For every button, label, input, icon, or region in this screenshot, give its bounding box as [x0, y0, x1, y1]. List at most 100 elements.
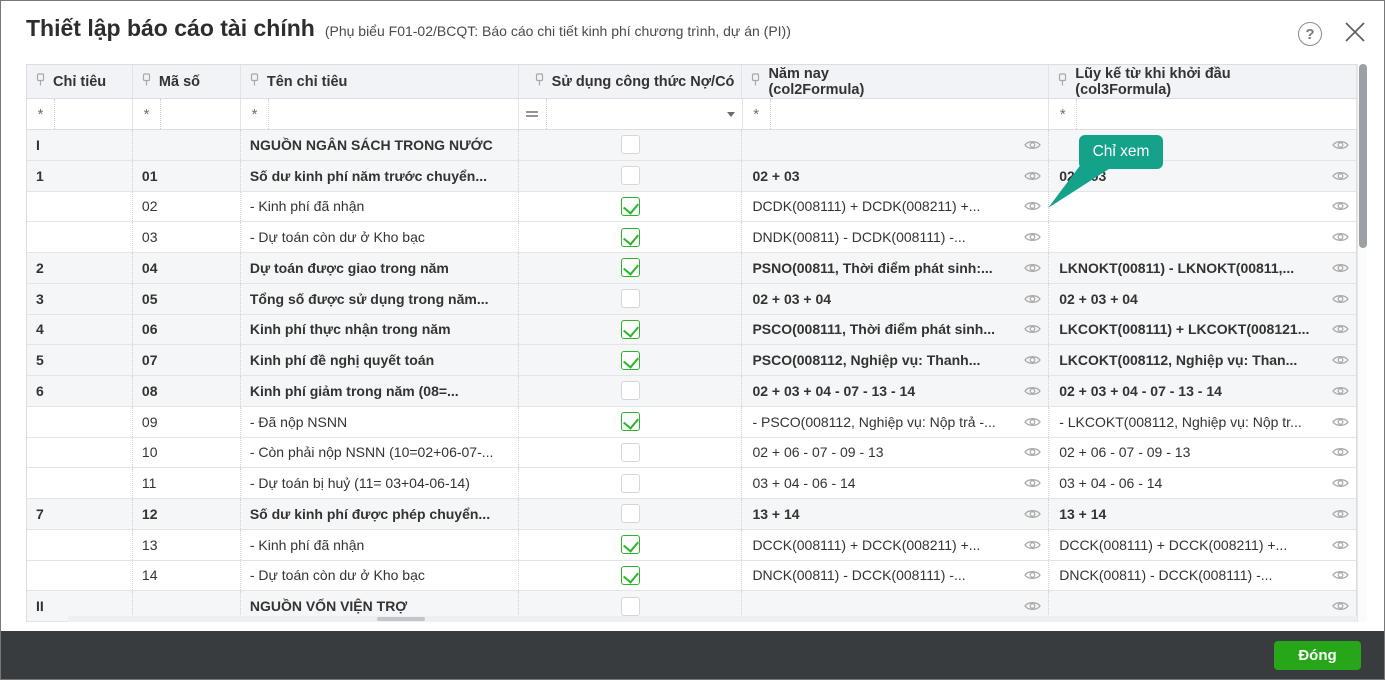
- cell-ten-chi-tieu: Dự toán được giao trong năm: [241, 253, 519, 283]
- eye-icon[interactable]: [1332, 354, 1349, 366]
- no-co-checkbox[interactable]: [620, 258, 640, 278]
- no-co-checkbox[interactable]: [620, 196, 640, 216]
- eye-icon[interactable]: [1332, 385, 1349, 397]
- eye-icon[interactable]: [1332, 416, 1349, 428]
- dong-button[interactable]: Đóng: [1274, 641, 1361, 670]
- eye-icon[interactable]: [1024, 354, 1042, 366]
- no-co-checkbox[interactable]: [620, 473, 640, 493]
- eye-icon[interactable]: [1332, 446, 1349, 458]
- no-co-checkbox[interactable]: [620, 381, 640, 401]
- filter-cell-3: [519, 99, 743, 129]
- chevron-down-icon[interactable]: [720, 99, 742, 129]
- eye-icon[interactable]: [1024, 231, 1042, 243]
- vertical-scrollbar-thumb[interactable]: [1359, 64, 1367, 248]
- filter-operator-icon[interactable]: *: [27, 99, 55, 129]
- filter-input-3[interactable]: [546, 99, 720, 129]
- no-co-checkbox[interactable]: [620, 535, 640, 555]
- no-co-checkbox[interactable]: [620, 412, 640, 432]
- pin-icon: [1057, 72, 1068, 91]
- cell-ma-so: 10: [133, 437, 241, 468]
- eye-icon[interactable]: [1024, 293, 1042, 305]
- filter-operator-icon[interactable]: *: [743, 99, 771, 129]
- cell-chi-tieu: [27, 222, 133, 252]
- eye-icon[interactable]: [1332, 508, 1349, 520]
- filter-input-5[interactable]: [1077, 99, 1356, 129]
- no-co-checkbox[interactable]: [620, 289, 640, 309]
- eye-icon[interactable]: [1332, 569, 1349, 581]
- eye-icon[interactable]: [1332, 477, 1349, 489]
- eye-icon[interactable]: [1024, 262, 1042, 274]
- eye-icon[interactable]: [1024, 200, 1042, 212]
- eye-icon[interactable]: [1024, 539, 1042, 551]
- table-row: 03- Dự toán còn dư ở Kho bạc DNDK(00811) …: [27, 222, 1357, 253]
- no-co-checkbox[interactable]: [620, 166, 640, 186]
- cell-ma-so: 14: [133, 560, 241, 591]
- cell-nam-nay: PSNO(00811, Thời điểm phát sinh:...: [742, 253, 1050, 283]
- header-label: Sử dụng công thức Nợ/Có: [551, 73, 735, 90]
- grid-header-cell-4[interactable]: Năm nay (col2Formula): [742, 65, 1050, 98]
- cell-chi-tieu: 2: [27, 253, 133, 283]
- table-row: I NGUỒN NGÂN SÁCH TRONG NƯỚC: [27, 130, 1357, 161]
- eye-icon[interactable]: [1024, 323, 1042, 335]
- no-co-checkbox[interactable]: [620, 504, 640, 524]
- cell-chi-tieu: 4: [27, 314, 133, 345]
- cell-checkbox: [519, 376, 743, 406]
- filter-input-1[interactable]: [161, 99, 240, 129]
- grid-header-cell-3[interactable]: Sử dụng công thức Nợ/Có: [519, 65, 743, 98]
- help-icon[interactable]: ?: [1298, 22, 1322, 46]
- cell-nam-nay: DNCK(00811) - DCCK(008111) -...: [742, 560, 1050, 591]
- horizontal-scrollbar[interactable]: [68, 616, 1358, 622]
- grid-header-cell-0[interactable]: Chỉ tiêu: [27, 65, 133, 98]
- cell-luy-ke: LKNOKT(00811) - LKNOKT(00811,...: [1049, 253, 1357, 283]
- cell-ma-so: 04: [133, 253, 241, 283]
- eye-icon[interactable]: [1024, 508, 1042, 520]
- table-row: 6 08 Kinh phí giảm trong năm (08=... 02 + 0…: [27, 376, 1357, 407]
- header-label: Chỉ tiêu: [53, 73, 107, 90]
- cell-checkbox: [519, 253, 743, 283]
- cell-nam-nay: - PSCO(008112, Nghiệp vụ: Nộp trả -...: [742, 406, 1050, 437]
- filter-input-4[interactable]: [770, 99, 1049, 129]
- eye-icon[interactable]: [1332, 323, 1349, 335]
- no-co-checkbox[interactable]: [620, 442, 640, 462]
- no-co-checkbox[interactable]: [620, 319, 640, 339]
- eye-icon[interactable]: [1332, 231, 1349, 243]
- eye-icon[interactable]: [1332, 139, 1349, 151]
- eye-icon[interactable]: [1332, 600, 1349, 612]
- filter-operator-icon[interactable]: *: [133, 99, 161, 129]
- eye-icon[interactable]: [1024, 170, 1042, 182]
- eye-icon[interactable]: [1024, 385, 1042, 397]
- eye-icon[interactable]: [1332, 170, 1349, 182]
- no-co-checkbox[interactable]: [620, 135, 640, 155]
- eye-icon[interactable]: [1024, 477, 1042, 489]
- no-co-checkbox[interactable]: [620, 565, 640, 585]
- eye-icon[interactable]: [1024, 139, 1042, 151]
- eye-icon[interactable]: [1332, 293, 1349, 305]
- vertical-scrollbar[interactable]: [1357, 64, 1367, 622]
- filter-operator-icon[interactable]: [519, 99, 547, 129]
- filter-input-2[interactable]: [269, 99, 518, 129]
- cell-luy-ke: - LKCOKT(008112, Nghiệp vụ: Nộp tr...: [1049, 406, 1357, 437]
- filter-operator-icon[interactable]: *: [1049, 99, 1078, 129]
- cell-checkbox: [519, 345, 743, 375]
- no-co-checkbox[interactable]: [620, 350, 640, 370]
- eye-icon[interactable]: [1024, 416, 1042, 428]
- filter-operator-icon[interactable]: *: [241, 99, 269, 129]
- grid-header-cell-5[interactable]: Lũy kế từ khi khởi đầu (col3Formula): [1049, 65, 1358, 98]
- cell-ten-chi-tieu: Kinh phí giảm trong năm (08=...: [241, 376, 519, 406]
- close-icon[interactable]: [1342, 19, 1368, 45]
- eye-icon[interactable]: [1024, 569, 1042, 581]
- cell-checkbox: [519, 222, 743, 252]
- grid-header-cell-2[interactable]: Tên chỉ tiêu: [241, 65, 519, 98]
- filter-cell-2: *: [241, 99, 519, 129]
- eye-icon[interactable]: [1024, 600, 1042, 612]
- filter-input-0[interactable]: [55, 99, 132, 129]
- no-co-checkbox[interactable]: [620, 596, 640, 616]
- horizontal-scrollbar-thumb[interactable]: [377, 617, 425, 621]
- eye-icon[interactable]: [1024, 446, 1042, 458]
- eye-icon[interactable]: [1332, 200, 1349, 212]
- no-co-checkbox[interactable]: [620, 227, 640, 247]
- eye-icon[interactable]: [1332, 262, 1349, 274]
- table-row: 2 04 Dự toán được giao trong năm PSNO(00811…: [27, 253, 1357, 284]
- eye-icon[interactable]: [1332, 539, 1349, 551]
- grid-header-cell-1[interactable]: Mã số: [133, 65, 241, 98]
